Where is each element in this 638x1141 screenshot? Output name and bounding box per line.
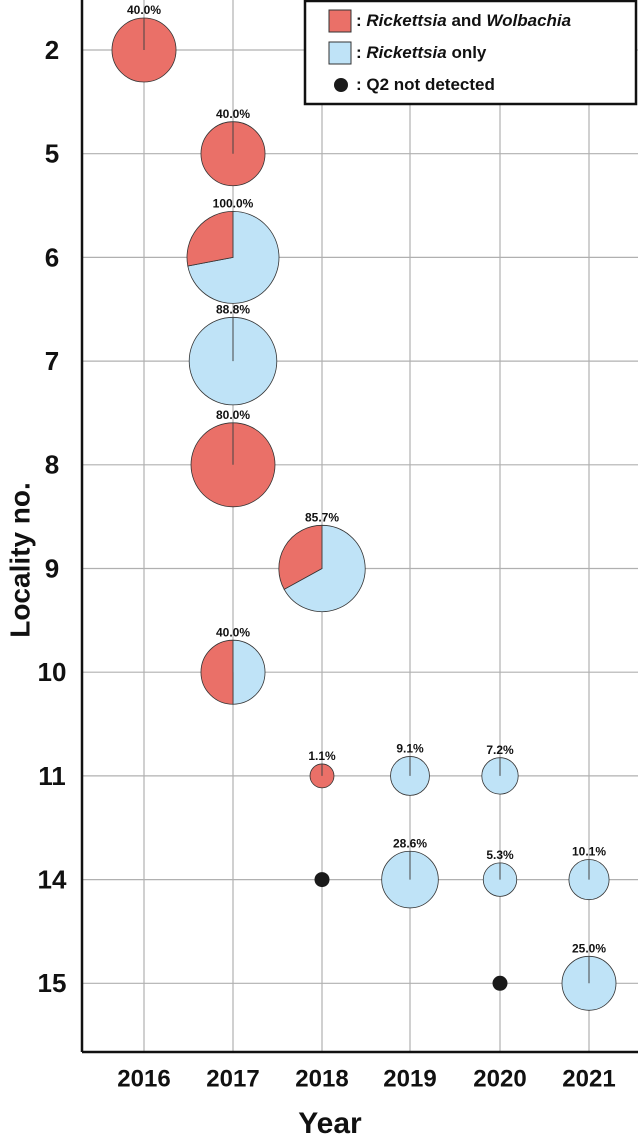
legend-text: : bbox=[356, 11, 366, 30]
legend-box bbox=[303, 0, 638, 106]
pie-both bbox=[278, 524, 323, 590]
x-tick-label: 2021 bbox=[562, 1065, 615, 1092]
x-axis-title: Year bbox=[298, 1107, 362, 1140]
legend-text: and bbox=[447, 11, 487, 30]
legend-swatch bbox=[328, 9, 352, 33]
pie-both bbox=[200, 639, 234, 705]
x-tick-label: 2018 bbox=[295, 1065, 348, 1092]
value-label: 40.0% bbox=[127, 3, 161, 17]
pie-rickettsia bbox=[283, 524, 366, 613]
value-label: 40.0% bbox=[216, 107, 250, 121]
legend-label: : Rickettsia and Wolbachia bbox=[356, 11, 571, 30]
legend-text: Rickettsia bbox=[366, 43, 446, 62]
value-label: 1.1% bbox=[308, 749, 336, 763]
y-tick-label: 15 bbox=[38, 968, 67, 998]
legend-label: : Q2 not detected bbox=[356, 75, 495, 94]
value-label: 5.3% bbox=[486, 848, 514, 862]
x-tick-label: 2016 bbox=[117, 1065, 170, 1092]
value-label: 80.0% bbox=[216, 408, 250, 422]
not-detected-dot bbox=[492, 975, 508, 991]
y-tick-label: 2 bbox=[45, 35, 59, 65]
legend-text: Wolbachia bbox=[486, 11, 571, 30]
value-label: 88.8% bbox=[216, 302, 250, 316]
value-label: 7.2% bbox=[486, 743, 514, 757]
legend-swatch bbox=[334, 78, 348, 92]
pie-both bbox=[186, 210, 234, 267]
y-tick-label: 14 bbox=[38, 864, 67, 894]
legend-swatch bbox=[328, 41, 352, 65]
x-tick-label: 2020 bbox=[473, 1065, 526, 1092]
y-axis-title: Locality no. bbox=[4, 482, 35, 638]
legend-text: Rickettsia bbox=[366, 11, 446, 30]
y-tick-label: 10 bbox=[38, 657, 67, 687]
legend-text: : Q2 not detected bbox=[356, 75, 495, 94]
not-detected-dot bbox=[314, 872, 330, 888]
value-label: 100.0% bbox=[213, 197, 254, 211]
value-label: 40.0% bbox=[216, 625, 250, 639]
pie-rickettsia bbox=[232, 639, 266, 705]
value-label: 9.1% bbox=[396, 742, 424, 756]
y-tick-label: 11 bbox=[38, 761, 66, 791]
value-label: 25.0% bbox=[572, 941, 606, 955]
value-label: 85.7% bbox=[305, 510, 339, 524]
x-tick-label: 2019 bbox=[383, 1065, 436, 1092]
y-tick-label: 8 bbox=[45, 450, 59, 480]
legend-text: : bbox=[356, 43, 366, 62]
legend-text: only bbox=[447, 43, 487, 62]
y-tick-label: 7 bbox=[45, 346, 59, 376]
x-tick-label: 2017 bbox=[206, 1065, 259, 1092]
y-tick-label: 6 bbox=[45, 242, 59, 272]
value-label: 28.6% bbox=[393, 836, 427, 850]
legend-label: : Rickettsia only bbox=[356, 43, 487, 62]
y-tick-label: 9 bbox=[45, 553, 59, 583]
y-tick-label: 5 bbox=[45, 139, 59, 169]
value-label: 10.1% bbox=[572, 845, 606, 859]
